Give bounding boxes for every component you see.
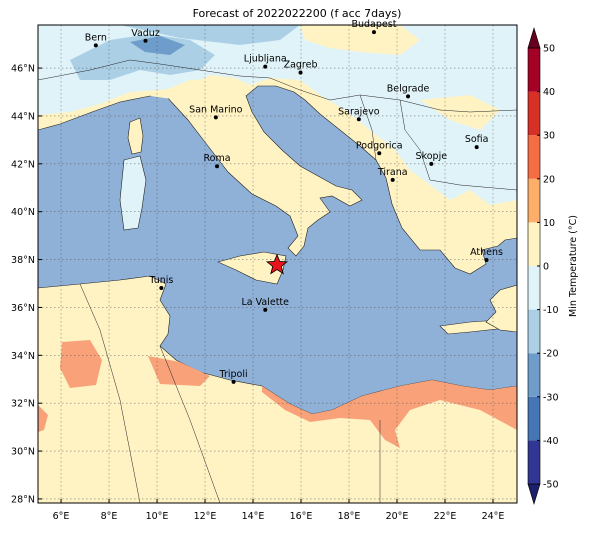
colorbar-tick-label: -40 <box>543 436 559 447</box>
colorbar-tick-label: 50 <box>543 44 555 55</box>
colorbar-segment <box>528 353 540 397</box>
colorbar-segment <box>528 178 540 223</box>
sicily <box>217 251 287 285</box>
city-label: Roma <box>203 153 230 164</box>
city-label: Tunis <box>148 275 173 286</box>
city-dot <box>143 38 148 43</box>
x-tick-label: 14°E <box>242 511 265 522</box>
colorbar-label: Min Temperature (°C) <box>568 215 579 317</box>
colorbar-segment <box>528 222 540 266</box>
star-marker <box>265 253 289 275</box>
grid-layer <box>38 25 517 503</box>
city-dot <box>371 30 376 35</box>
y-tick-label: 40°N <box>11 207 35 218</box>
city-dot <box>213 115 218 120</box>
title: Forecast of 2022022200 (f acc 7days) <box>193 7 402 20</box>
city-label: Podgorica <box>356 140 403 151</box>
city-dot <box>356 117 361 122</box>
city-label: Athens <box>470 247 503 258</box>
y-tick-label: 30°N <box>11 447 35 458</box>
y-tick-label: 32°N <box>11 399 35 410</box>
colorbar-segment <box>528 440 540 484</box>
y-tick-label: 28°N <box>11 494 35 505</box>
city-label: Vaduz <box>131 28 160 39</box>
colorbar-segment <box>528 309 540 354</box>
colorbar-tick-label: 20 <box>543 174 555 185</box>
colorbar-segment <box>528 48 540 92</box>
x-tick-label: 24°E <box>482 511 505 522</box>
x-tick-label: 6°E <box>53 511 70 522</box>
y-tick-label: 36°N <box>11 303 35 314</box>
city-dot <box>298 70 303 75</box>
city-dot <box>263 64 268 69</box>
city-dot <box>377 151 382 156</box>
city-label: Ljubljana <box>244 54 287 65</box>
city-label: Tirana <box>377 167 408 178</box>
city-label: San Marino <box>189 104 242 115</box>
city-dot <box>390 177 395 182</box>
corsica <box>127 117 144 155</box>
borders <box>38 59 517 503</box>
x-tick-label: 16°E <box>290 511 313 522</box>
city-dot <box>406 94 411 99</box>
city-label: Bern <box>85 32 107 43</box>
city-dot <box>429 161 434 166</box>
alps <box>70 25 300 80</box>
colorbar-tick-label: 30 <box>543 131 555 142</box>
city-label: Zagreb <box>284 60 318 71</box>
colorbar-segment <box>528 135 540 179</box>
y-tick-label: 44°N <box>11 111 35 122</box>
colorbar-segment <box>528 266 540 310</box>
colorbar-segment <box>528 91 540 136</box>
colorbar-tick-label: -50 <box>543 480 559 491</box>
colorbar-tick-label: 10 <box>543 218 555 229</box>
x-tick-label: 12°E <box>194 511 217 522</box>
city-dot <box>263 307 268 312</box>
city-dot <box>93 43 98 48</box>
city-label: Sarajevo <box>338 106 380 117</box>
plot-frame <box>37 24 518 504</box>
turkey-coast <box>485 284 517 333</box>
x-tick-label: 18°E <box>338 511 361 522</box>
city-label: Tripoli <box>219 369 248 380</box>
colorbar-tick-label: -30 <box>543 392 559 403</box>
city-label: Belgrade <box>387 83 430 94</box>
x-tick-label: 22°E <box>434 511 457 522</box>
colorbar-tick-label: 40 <box>543 87 555 98</box>
city-label: Skopje <box>416 151 448 162</box>
warm-patch-north <box>150 25 500 130</box>
city-dot <box>484 258 489 263</box>
city-label: La Valette <box>242 297 290 308</box>
y-tick-label: 34°N <box>11 351 35 362</box>
city-dot <box>474 145 479 150</box>
x-tick-label: 10°E <box>146 511 169 522</box>
city-label: Sofia <box>465 134 489 145</box>
colorbar-extend-under <box>527 483 541 506</box>
city-dot <box>231 379 236 384</box>
colorbar-tick-label: -20 <box>543 349 559 360</box>
y-tick-label: 38°N <box>11 255 35 266</box>
colorbar-tick-label: -10 <box>543 305 559 316</box>
colorbar-tick-label: 0 <box>543 262 549 273</box>
y-tick-label: 46°N <box>11 64 35 75</box>
y-tick-label: 42°N <box>11 159 35 170</box>
city-dot <box>159 286 164 291</box>
colorbar-extend-over <box>527 26 541 49</box>
x-tick-label: 8°E <box>101 511 118 522</box>
x-tick-label: 20°E <box>386 511 409 522</box>
marks-layer: Bern VaduzBudapestLjubljanaZagrebBelgrade… <box>85 19 503 384</box>
city-dot <box>215 164 220 169</box>
colorbar-segment <box>528 396 540 441</box>
